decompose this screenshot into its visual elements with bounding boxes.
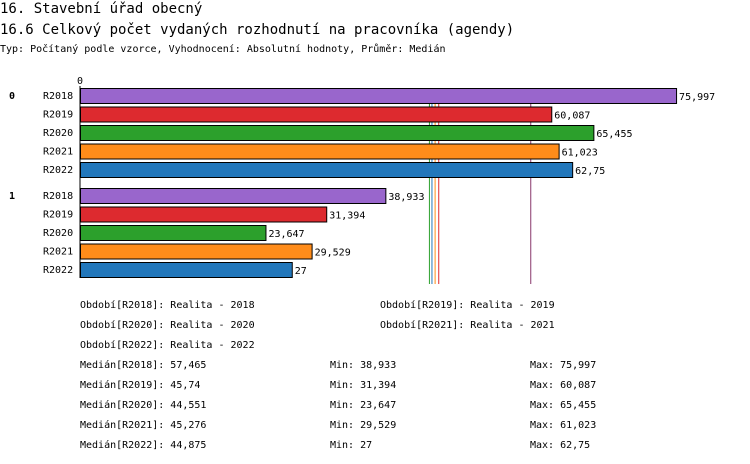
bar-1-r2019 [80, 206, 328, 223]
max-r2020: Max: 65,455 [530, 400, 597, 411]
legend-period-r2020: Období[R2020]: Realita - 2020 [80, 320, 255, 331]
chart-title: 16.6 Celkový počet vydaných rozhodnutí n… [0, 22, 515, 38]
category-label: R2021 [43, 247, 73, 258]
data-label: 61,023 [562, 148, 598, 159]
median-r2019: Medián[R2019]: 45,74 [80, 380, 201, 391]
group-label-1: 1 [9, 191, 15, 202]
data-label: 29,529 [315, 248, 351, 259]
data-label: 27 [295, 266, 307, 277]
bar-0-r2021 [80, 143, 560, 160]
category-label: R2022 [43, 165, 73, 176]
bar-0-r2020 [80, 125, 595, 141]
category-label: R2018 [43, 191, 73, 202]
legend-period-r2019: Období[R2019]: Realita - 2019 [380, 300, 555, 311]
category-label: R2019 [43, 210, 73, 221]
bar-1-r2020 [80, 225, 267, 241]
group-label-0: 0 [9, 91, 15, 102]
min-r2019: Min: 31,394 [330, 380, 397, 391]
min-r2018: Min: 38,933 [330, 360, 397, 371]
median-r2020: Medián[R2020]: 44,551 [80, 400, 207, 411]
max-r2018: Max: 75,997 [530, 360, 597, 371]
data-label: 60,087 [554, 111, 590, 122]
category-label: R2019 [43, 110, 73, 121]
legend-period-r2018: Období[R2018]: Realita - 2018 [80, 300, 255, 311]
data-label: 23,647 [268, 229, 304, 240]
data-label: 31,394 [329, 211, 365, 222]
min-r2020: Min: 23,647 [330, 400, 397, 411]
median-r2021: Medián[R2021]: 45,276 [80, 420, 207, 431]
legend-period-r2022: Období[R2022]: Realita - 2022 [80, 340, 255, 351]
bar-0-r2022 [80, 162, 574, 178]
category-label: R2020 [43, 128, 73, 139]
bar-1-r2018 [80, 188, 387, 204]
category-label: R2020 [43, 228, 73, 239]
data-label: 65,455 [596, 129, 632, 140]
data-label: 62,75 [575, 166, 605, 177]
category-label: R2021 [43, 147, 73, 158]
category-label: R2022 [43, 265, 73, 276]
max-r2019: Max: 60,087 [530, 380, 597, 391]
bar-chart: 0 0 R2018 75,997 R2019 60,087 R2020 65,455 R2021… [9, 76, 715, 284]
max-r2021: Max: 61,023 [530, 420, 597, 431]
category-label: R2018 [43, 91, 73, 102]
bar-1-r2021 [80, 243, 313, 260]
x-axis-zero-label: 0 [77, 76, 83, 87]
min-r2022: Min: 27 [330, 440, 373, 451]
legend-period-r2021: Období[R2021]: Realita - 2021 [380, 320, 555, 331]
bar-0-r2018 [80, 88, 678, 104]
page-title: 16. Stavební úřad obecný [0, 1, 203, 17]
type-description: Typ: Počítaný podle vzorce, Vyhodnocení:… [0, 44, 446, 55]
data-label: 75,997 [679, 92, 715, 103]
median-r2022: Medián[R2022]: 44,875 [80, 440, 207, 451]
min-r2021: Min: 29,529 [330, 420, 397, 431]
data-label: 38,933 [388, 192, 424, 203]
bar-0-r2019 [80, 106, 553, 123]
median-r2018: Medián[R2018]: 57,465 [80, 360, 207, 371]
max-r2022: Max: 62,75 [530, 440, 591, 451]
bar-1-r2022 [80, 262, 293, 278]
